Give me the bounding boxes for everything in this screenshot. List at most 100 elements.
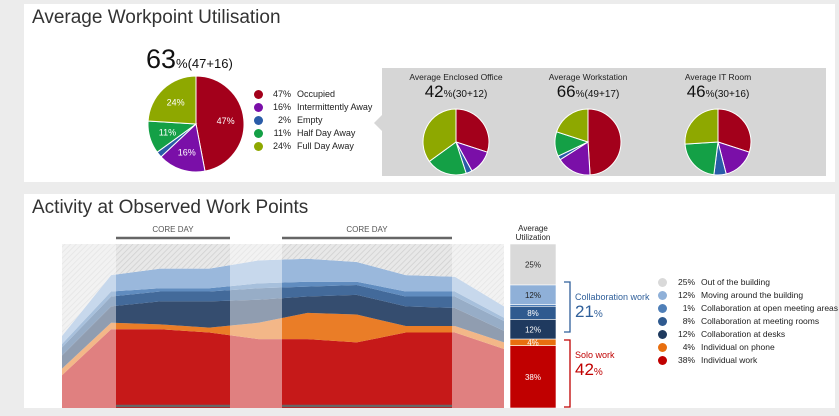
mini-pie-value: 42%(30+12) <box>406 82 506 104</box>
collaboration-bracket <box>564 281 571 333</box>
mini-value-number: 42 <box>424 82 444 101</box>
average-bar-label: 4% <box>527 338 539 347</box>
legend-label: Individual on phone <box>701 342 775 352</box>
legend-percent: 12% <box>677 290 695 300</box>
pie-slice-label: 24% <box>167 97 185 107</box>
legend-item: 4% Individual on phone <box>658 341 838 354</box>
collaboration-unit: % <box>593 309 603 320</box>
solo-bracket <box>564 339 571 408</box>
legend-item: 12% Collaboration at desks <box>658 328 838 341</box>
legend-item: 24% Full Day Away <box>254 140 372 153</box>
panel-title: Average Workpoint Utilisation <box>32 7 281 28</box>
legend-swatch <box>254 142 263 151</box>
pie-slice <box>684 108 719 145</box>
main-pie-legend: 47% Occupied 16% Intermittently Away 2% Empty… <box>254 88 372 153</box>
legend-percent: 1% <box>682 303 695 313</box>
collaboration-label: Collaboration work <box>575 292 650 302</box>
pie-slice <box>555 108 589 143</box>
non-core-shade <box>230 244 282 408</box>
legend-item: 25% Out of the building <box>658 276 838 289</box>
legend-swatch <box>658 343 667 352</box>
average-bar-label: 38% <box>525 373 541 382</box>
mini-pie-title: Average IT Room <box>684 72 752 82</box>
pie-slice <box>160 123 206 173</box>
legend-item: 11% Half Day Away <box>254 127 372 140</box>
mini-pie-group: Average Workstation 66%(49+17) <box>538 72 638 178</box>
mini-pie-title: Average Workstation <box>548 72 628 82</box>
activity-panel: Activity at Observed Work Points CORE DA… <box>24 194 838 408</box>
legend-label: Out of the building <box>701 277 770 287</box>
legend-label: Collaboration at desks <box>701 329 786 339</box>
legend-label: Collaboration at meeting rooms <box>701 316 820 326</box>
mini-value-number: 46 <box>686 82 706 101</box>
legend-percent: 24% <box>272 141 291 151</box>
legend-label: Half Day Away <box>297 128 356 138</box>
average-bar-label: 12% <box>525 291 541 300</box>
area-series-individual-work <box>62 329 504 408</box>
utilisation-panel: Average Workpoint Utilisation 63%(47+16)… <box>24 4 835 182</box>
legend-label: Empty <box>297 115 323 125</box>
legend-label: Individual work <box>701 355 758 365</box>
legend-label: Occupied <box>297 89 336 99</box>
solo-number: 42 <box>575 360 594 379</box>
mini-pie-value: 66%(49+17) <box>538 82 638 104</box>
pie-slice <box>147 75 197 125</box>
mini-pie-value: 46%(30+16) <box>668 82 768 104</box>
callout-arrow <box>374 115 382 131</box>
legend-percent: 38% <box>677 355 695 365</box>
pie-slice-label: 16% <box>178 147 196 157</box>
mini-value-detail: %(30+16) <box>705 89 750 100</box>
mini-pie-chart <box>422 108 490 176</box>
solo-label: Solo work <box>575 350 615 360</box>
mini-pie-chart <box>684 108 752 176</box>
area-series-collaboration-at-meeting-rooms <box>62 285 504 356</box>
average-bar-label: 12% <box>525 325 541 334</box>
area-series-individual-on-phone <box>62 312 504 376</box>
legend-swatch <box>254 90 263 99</box>
solo-unit: % <box>593 367 603 378</box>
panel-title: Activity at Observed Work Points <box>32 197 309 218</box>
legend-label: Full Day Away <box>297 141 354 151</box>
legend-percent: 4% <box>682 342 695 352</box>
mini-pie-title: Average Enclosed Office <box>409 72 503 82</box>
legend-swatch <box>254 103 263 112</box>
mini-pie-group: Average Enclosed Office 42%(30+12) <box>406 72 506 178</box>
main-pie-chart: 47% 16%11% 24% <box>147 75 245 173</box>
legend-percent: 16% <box>272 102 291 112</box>
mini-value-detail: %(49+17) <box>575 89 620 100</box>
legend-item: 38% Individual work <box>658 354 838 367</box>
legend-swatch <box>254 129 263 138</box>
legend-percent: 11% <box>273 128 291 138</box>
legend-item: 16% Intermittently Away <box>254 101 372 114</box>
area-series-collaboration-at-desks <box>62 294 504 369</box>
solo-value: 42% <box>575 360 603 380</box>
legend-swatch <box>658 291 667 300</box>
pie-slice <box>717 108 752 153</box>
collaboration-value: 21% <box>575 302 603 322</box>
legend-item: 47% Occupied <box>254 88 372 101</box>
pie-slice-label: 11% <box>159 127 176 137</box>
main-utilisation-value: 63%(47+16) <box>146 44 233 75</box>
legend-percent: 25% <box>677 277 695 287</box>
legend-label: Moving around the building <box>701 290 804 300</box>
mini-pie-group: Average IT Room 46%(30+16) <box>668 72 768 178</box>
pie-slice <box>428 141 467 176</box>
legend-percent: 47% <box>272 89 291 99</box>
legend-label: Collaboration at open meeting areas <box>701 303 839 313</box>
pie-slice <box>422 108 457 163</box>
legend-swatch <box>658 304 667 313</box>
legend-swatch <box>658 278 667 287</box>
legend-swatch <box>658 317 667 326</box>
average-bar-segment <box>509 243 557 286</box>
legend-item: 8% Collaboration at meeting rooms <box>658 315 838 328</box>
mini-value-detail: %(30+12) <box>443 89 488 100</box>
legend-item: 2% Empty <box>254 114 372 127</box>
legend-percent: 12% <box>677 329 695 339</box>
legend-percent: 2% <box>277 115 291 125</box>
activity-legend: 25% Out of the building 12% Moving around t… <box>658 276 838 367</box>
non-core-shade <box>62 244 116 408</box>
legend-swatch <box>658 330 667 339</box>
legend-item: 12% Moving around the building <box>658 289 838 302</box>
legend-label: Intermittently Away <box>297 102 373 112</box>
average-header: Utilization <box>516 233 551 242</box>
